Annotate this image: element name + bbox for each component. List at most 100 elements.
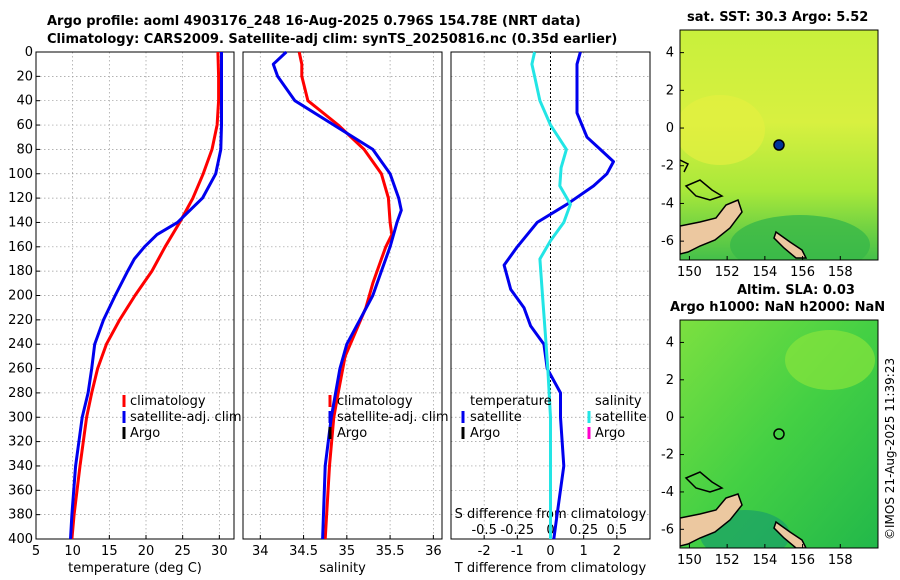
map-y-tick-label: -6 [661,234,674,249]
map-x-tick-label: 154 [752,265,777,280]
sst-axes: 150 152 154 156 158 -6 -4 -2 0 2 4 [661,46,853,280]
legend-label-climatology-s: climatology [337,394,413,409]
map-x-tick-label: 156 [790,265,815,280]
map-title-sst: sat. SST: 30.3 Argo: 5.52 [687,10,869,25]
sla-land-newbritain [684,471,724,493]
x-axis-label: temperature (deg C) [68,561,202,576]
sla-map: 150 152 154 156 158 -6 -4 -2 0 2 4 [661,319,879,568]
temperature-panel: 0 20 40 60 80 100 120 140 160 180 200 220 240 260 280 3… [8,45,235,576]
sla-map-frame [679,319,879,549]
y-tick-label: 360 [8,483,33,498]
s-tick-label: 0.5 [606,523,627,538]
sla-axes: 150 152 154 156 158 -6 -4 -2 0 2 4 [661,335,853,568]
series-line-satellite-adj-clim [271,50,403,540]
y-tick-label: 40 [16,94,33,109]
y-tick-label: 400 [8,532,33,547]
map-x-tick-label: 158 [828,553,853,568]
x-tick-label: 25 [174,544,191,559]
sst-land-png [680,198,743,255]
map-x-tick-label: 156 [790,553,815,568]
y-tick-label: 80 [16,142,33,157]
map-y-tick-label: 0 [666,410,674,425]
s-tick-label: -0.25 [501,523,535,538]
sst-warm-patch [680,95,765,165]
series-line-salinity-satellite [530,51,572,539]
sst-cool-patch [730,215,870,260]
y-tick-label: 0 [25,45,33,60]
x-tick-label: -2 [478,544,491,559]
y-tick-label: 280 [8,386,33,401]
legend-label-satellite-adj-s: satellite-adj. clim [337,410,449,425]
series-line-temperature-satellite [502,51,615,540]
sst-land-newbritain [684,179,724,201]
legend-label-satellite-adj: satellite-adj. clim [130,410,242,425]
legend-label-t-argo: Argo [470,426,500,441]
sst-map-frame [679,29,879,261]
map-x-tick-label: 150 [677,553,702,568]
map-x-tick-label: 158 [828,265,853,280]
x-tick-label: 2 [613,544,621,559]
x-tick-label: 35 [339,544,356,559]
y-tick-label: 380 [8,508,33,523]
x-tick-label: 36 [425,544,442,559]
map-title-sla: Altim. SLA: 0.03 [737,283,855,298]
plot-frame [242,51,443,540]
s-tick-label: 0.25 [569,523,598,538]
x-tick-label: -1 [511,544,524,559]
map-y-tick-label: -4 [661,196,674,211]
legend-temperature: climatology satellite-adj. clim Argo [122,394,242,441]
x-axis-label: salinity [319,561,366,576]
y-tick-label: 240 [8,337,33,352]
legend-label-argo-s: Argo [337,426,367,441]
x-tick-label: 34.5 [289,544,318,559]
sla-high-patch [785,330,875,390]
y-tick-label: 160 [8,240,33,255]
sst-argo-marker [773,139,785,151]
y-tick-label: 300 [8,410,33,425]
x-tick-label: 1 [580,544,588,559]
legend-label-climatology: climatology [130,394,206,409]
legend-difference: temperature salinity satellite Argo sate… [461,394,647,441]
header-title-line1: Argo profile: aoml 4903176_248 16-Aug-20… [47,14,581,29]
map-y-tick-label: 2 [666,373,674,388]
map-x-tick-label: 152 [715,553,740,568]
map-y-tick-label: 2 [666,83,674,98]
sst-map: 150 152 154 156 158 -6 -4 -2 0 2 4 [661,29,879,280]
header-title-line2: Climatology: CARS2009. Satellite-adj cli… [47,32,618,47]
map-y-tick-label: -6 [661,522,674,537]
s-tick-label: -0.5 [471,523,496,538]
y-tick-label: 20 [16,69,33,84]
legend-heading-temperature: temperature [470,394,552,409]
x-tick-label: 30 [211,544,228,559]
y-tick-label: 200 [8,289,33,304]
y-tick-label: 260 [8,362,33,377]
x-tick-label: 20 [138,544,155,559]
legend-label-argo: Argo [130,426,160,441]
x-tick-label: 0 [546,544,554,559]
map-x-tick-label: 152 [715,265,740,280]
salinity-panel: 34 34.5 35 35.5 36 salinity [242,50,443,576]
sla-argo-marker [773,428,785,440]
x-tick-label: 10 [64,544,81,559]
map-y-tick-label: -4 [661,485,674,500]
y-tick-label: 320 [8,435,33,450]
map-y-tick-label: 0 [666,121,674,136]
y-tick-label: 180 [8,264,33,279]
map-y-tick-label: -2 [661,448,674,463]
legend-heading-salinity: salinity [595,394,642,409]
y-tick-label: 100 [8,167,33,182]
map-x-tick-label: 154 [752,553,777,568]
legend-salinity: climatology satellite-adj. clim Argo [328,394,449,441]
y-tick-label: 220 [8,313,33,328]
x-axis-label: T difference from climatology [454,561,647,576]
x-tick-label: 15 [101,544,118,559]
x-tick-label: 5 [32,544,40,559]
y-tick-label: 140 [8,215,33,230]
x-tick-label: 34 [252,544,269,559]
series-line-satellite-adj-clim [69,52,223,540]
map-y-tick-label: 4 [666,46,674,61]
y-tick-label: 120 [8,191,33,206]
legend-label-s-argo: Argo [595,426,625,441]
y-tick-label: 340 [8,459,33,474]
